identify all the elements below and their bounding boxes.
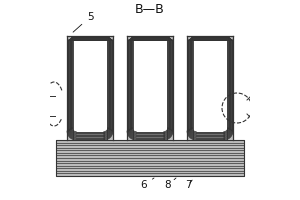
Bar [56, 140, 244, 176]
Text: 5: 5 [73, 12, 93, 32]
Bar [67, 36, 73, 140]
Bar [167, 36, 173, 140]
Text: B—B: B—B [135, 3, 165, 16]
Bar [227, 36, 233, 140]
Bar [187, 36, 233, 40]
Bar [56, 140, 244, 176]
Bar [127, 36, 133, 140]
Text: 7: 7 [185, 180, 192, 190]
Text: 6: 6 [141, 178, 154, 190]
Bar [107, 36, 113, 140]
Bar [67, 36, 113, 40]
Bar [187, 36, 193, 140]
Bar [127, 36, 173, 40]
Text: 8: 8 [165, 178, 176, 190]
